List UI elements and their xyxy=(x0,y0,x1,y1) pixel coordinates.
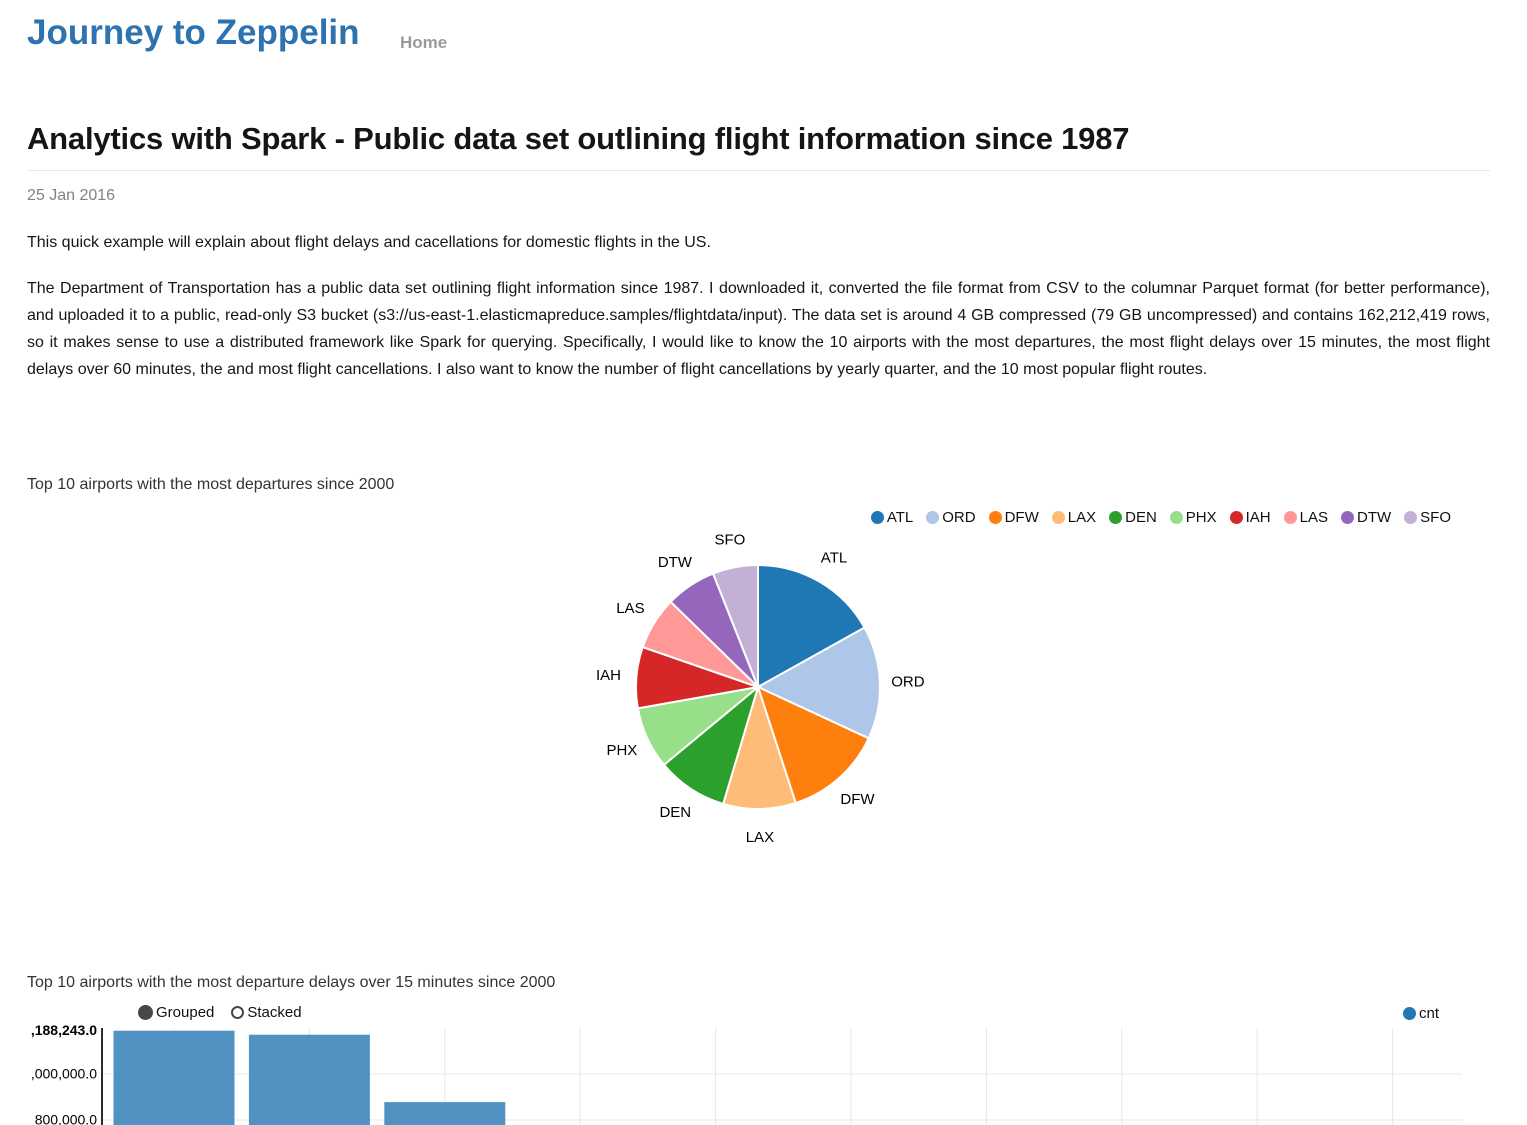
pie-legend-label: PHX xyxy=(1185,509,1217,526)
site-title-link[interactable]: Journey to Zeppelin xyxy=(27,13,360,52)
bar-chart: ,188,243.0 ,000,000.0 800,000.0 xyxy=(31,1022,1462,1125)
pie-label-las: LAS xyxy=(616,600,644,617)
pie-label-phx: PHX xyxy=(606,742,637,759)
pie-legend-dot-icon xyxy=(1283,511,1297,524)
bar-chart-controls: Grouped Stacked xyxy=(138,1004,302,1021)
control-stacked[interactable]: Stacked xyxy=(231,1004,302,1021)
post-paragraph-1: This quick example will explain about fl… xyxy=(27,234,711,251)
control-grouped[interactable]: Grouped xyxy=(138,1004,214,1021)
bar-rect-3[interactable] xyxy=(384,1102,506,1125)
post-title: Analytics with Spark - Public data set o… xyxy=(27,121,1490,171)
pie-label-den: DEN xyxy=(659,804,691,821)
pie-legend-item-sfo[interactable]: SFO xyxy=(1404,509,1451,526)
pie-legend-dot-icon xyxy=(1051,511,1065,524)
post-date: 25 Jan 2016 xyxy=(27,187,116,204)
pie-legend-dot-icon xyxy=(1109,511,1123,524)
pie-legend-item-dfw[interactable]: DFW xyxy=(988,509,1039,526)
control-grouped-label: Grouped xyxy=(156,1004,215,1021)
pie-chart: ATL ORD DFW LAX DEN PHX IAH LAS DTW SFO xyxy=(596,532,925,846)
pie-legend-item-las[interactable]: LAS xyxy=(1283,509,1328,526)
pie-legend-label: DFW xyxy=(1004,509,1039,526)
bar-y-tick-label: 800,000.0 xyxy=(35,1112,97,1125)
pie-slice-dfw[interactable] xyxy=(756,685,871,805)
pie-slice-atl[interactable] xyxy=(757,563,866,689)
pie-legend-label: SFO xyxy=(1420,509,1451,526)
nav-home-link[interactable]: Home xyxy=(400,33,448,52)
radio-selected-icon xyxy=(138,1005,153,1020)
pie-label-iah: IAH xyxy=(596,667,621,684)
bar-chart-title: Top 10 airports with the most departure … xyxy=(27,974,556,991)
bar-rect-1[interactable] xyxy=(113,1030,235,1125)
pie-legend-label: LAS xyxy=(1299,509,1328,526)
pie-label-dtw: DTW xyxy=(658,554,693,571)
bar-legend-label: cnt xyxy=(1419,1005,1440,1022)
pie-label-lax: LAX xyxy=(746,829,774,846)
pie-legend-item-ord[interactable]: ORD xyxy=(926,509,976,526)
pie-legend-label: ORD xyxy=(942,509,976,526)
post-paragraph-2: The Department of Transportation has a p… xyxy=(27,280,1490,378)
pie-legend-dot-icon xyxy=(1169,511,1183,524)
bar-y-tick-label: ,000,000.0 xyxy=(31,1066,97,1082)
radio-unselected-icon xyxy=(231,1006,245,1019)
pie-legend-dot-icon xyxy=(1404,511,1418,524)
pie-legend-dot-icon xyxy=(870,511,884,524)
pie-legend: ATL ORD DFW LAX DEN PHX IAH LAS DTW SFO xyxy=(870,509,1451,526)
pie-legend-item-den[interactable]: DEN xyxy=(1109,509,1157,526)
bar-rect-2[interactable] xyxy=(248,1034,370,1125)
bar-legend-item-cnt[interactable]: cnt xyxy=(1403,1005,1439,1022)
pie-label-ord: ORD xyxy=(891,673,925,690)
pie-legend-label: LAX xyxy=(1067,509,1097,526)
pie-legend-dot-icon xyxy=(988,511,1002,524)
pie-label-dfw: DFW xyxy=(840,791,875,808)
pie-slice-sfo[interactable] xyxy=(711,563,759,688)
pie-legend-dot-icon xyxy=(1229,511,1243,524)
bar-y-tick-label: ,188,243.0 xyxy=(31,1022,97,1038)
pie-legend-item-phx[interactable]: PHX xyxy=(1169,509,1217,526)
pie-label-sfo: SFO xyxy=(714,532,745,549)
bar-legend-dot-icon xyxy=(1403,1007,1416,1020)
pie-legend-item-iah[interactable]: IAH xyxy=(1229,509,1271,526)
pie-slice-ord[interactable] xyxy=(755,626,881,740)
pie-legend-label: ATL xyxy=(886,509,914,526)
pie-legend-label: DTW xyxy=(1357,509,1392,526)
pie-legend-dot-icon xyxy=(1341,511,1354,524)
pie-legend-item-dtw[interactable]: DTW xyxy=(1341,509,1391,526)
pie-label-atl: ATL xyxy=(821,550,847,567)
pie-legend-item-lax[interactable]: LAX xyxy=(1051,509,1097,526)
pie-legend-dot-icon xyxy=(926,511,940,524)
pie-legend-item-atl[interactable]: ATL xyxy=(870,509,914,526)
control-stacked-label: Stacked xyxy=(247,1004,302,1021)
pie-chart-title: Top 10 airports with the most departures… xyxy=(27,476,395,493)
pie-legend-label: IAH xyxy=(1245,509,1271,526)
pie-legend-label: DEN xyxy=(1125,509,1157,526)
